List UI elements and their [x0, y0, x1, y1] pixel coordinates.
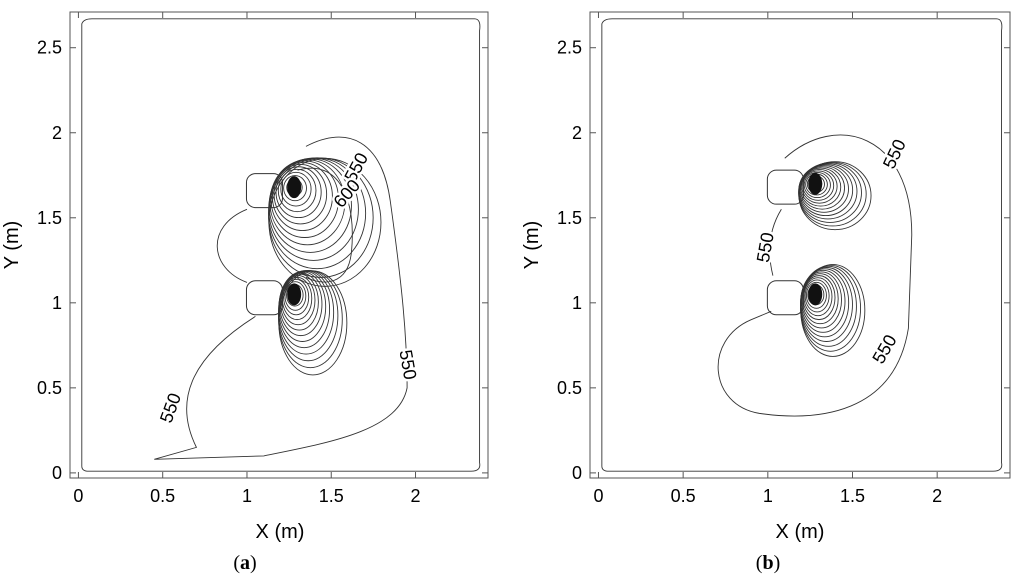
- y-tick-label: 2: [52, 123, 62, 143]
- obstacle: [245, 173, 283, 209]
- y-tick-label: 0: [572, 463, 582, 483]
- obstacle: [766, 280, 804, 316]
- isotherm: [801, 168, 838, 204]
- isotherm: [804, 279, 830, 313]
- isotherm: [275, 166, 322, 219]
- y-tick-label: 0: [52, 463, 62, 483]
- y-axis-label: Y (m): [521, 221, 543, 270]
- x-tick-label: 0.5: [150, 486, 175, 506]
- isotherm: [268, 157, 382, 287]
- panel-caption: (b): [756, 552, 780, 574]
- panel-a: 0 0.5 1 1.5 200.511.522.5X (m)Y (m)(a)550600…: [1, 11, 489, 574]
- y-tick-label: 1.5: [557, 208, 582, 228]
- x-tick-label: 0: [593, 486, 603, 506]
- boundary-contour: [601, 18, 1003, 472]
- isotherm: [278, 270, 348, 376]
- y-axis-label: Y (m): [1, 221, 23, 270]
- x-tick-label: 0: [73, 486, 83, 506]
- isotherm-550: [717, 134, 913, 417]
- heat-source-core: [808, 283, 823, 306]
- isotherm: [280, 171, 312, 207]
- heat-source-core: [808, 172, 823, 195]
- x-tick-label: 1: [763, 486, 773, 506]
- isotherm: [803, 172, 831, 199]
- heat-source-core: [287, 283, 302, 306]
- x-tick-label: 2: [932, 486, 942, 506]
- heat-source-core: [287, 176, 302, 199]
- isotherm: [284, 281, 307, 311]
- y-tick-label: 1.5: [37, 208, 62, 228]
- x-tick-label: 0.5: [671, 486, 696, 506]
- isotherm: [800, 167, 842, 207]
- isotherm: [283, 175, 307, 202]
- isotherm: [802, 170, 835, 201]
- isotherm: [803, 277, 833, 317]
- boundary-contour: [81, 18, 481, 472]
- isotherm: [271, 162, 333, 231]
- y-tick-label: 2.5: [37, 38, 62, 58]
- x-tick-label: 1.5: [840, 486, 865, 506]
- isotherm: [802, 275, 836, 321]
- isotherm: [805, 281, 827, 309]
- obstacle: [766, 169, 804, 205]
- isotherm-550: [154, 136, 408, 460]
- y-tick-label: 0.5: [557, 378, 582, 398]
- x-tick-label: 2: [411, 486, 421, 506]
- panel-caption: (a): [233, 552, 256, 574]
- y-tick-label: 0.5: [37, 378, 62, 398]
- plot-frame: [69, 11, 489, 479]
- isotherm: [800, 263, 866, 357]
- isotherm: [216, 208, 248, 283]
- y-tick-label: 2.5: [557, 38, 582, 58]
- isotherm-550: [769, 209, 782, 276]
- isotherm-600: [297, 167, 353, 283]
- x-axis-label: X (m): [256, 521, 305, 543]
- x-axis-label: X (m): [776, 521, 825, 543]
- contour-label: 550: [868, 331, 900, 367]
- y-tick-label: 1: [572, 293, 582, 313]
- x-tick-label: 1: [242, 486, 252, 506]
- contour-label: 550: [753, 231, 778, 264]
- isotherm: [277, 168, 317, 213]
- y-tick-label: 1: [52, 293, 62, 313]
- obstacle: [245, 280, 283, 316]
- x-tick-label: 1.5: [319, 486, 344, 506]
- contour-label: 550: [156, 390, 185, 425]
- contour-label: 550: [879, 136, 910, 172]
- y-tick-label: 2: [572, 123, 582, 143]
- isotherm: [278, 270, 343, 369]
- contour-label: 550: [395, 348, 420, 381]
- isotherm: [798, 161, 872, 231]
- plot-frame: [589, 11, 1011, 479]
- panel-b: 0 0.5 1 1.5 2 0 0.5 1 1.5 2 2.5 X (m) Y (m) (b) 550 550…: [521, 11, 1011, 574]
